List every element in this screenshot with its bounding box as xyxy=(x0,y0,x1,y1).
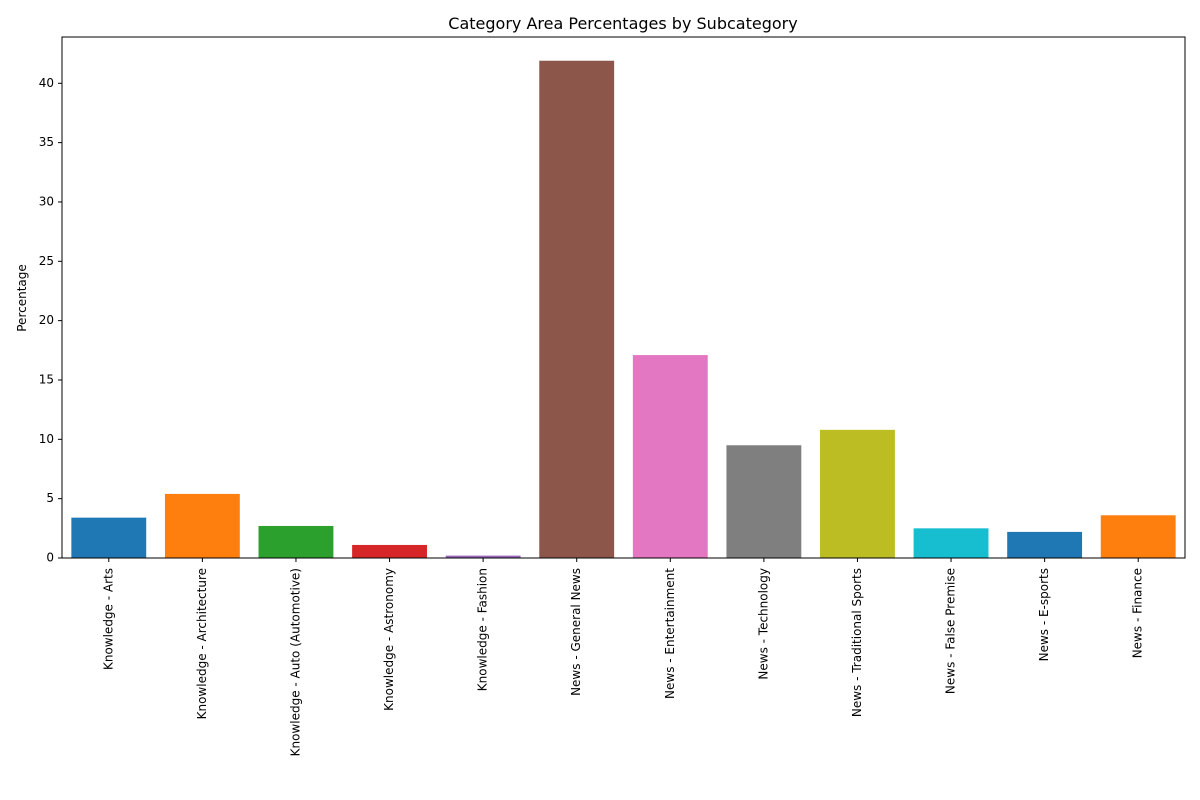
bars-group xyxy=(71,60,1176,558)
y-tick-label: 0 xyxy=(46,551,54,565)
bar xyxy=(820,429,895,558)
x-tick-label: Knowledge - Arts xyxy=(101,568,115,670)
bar xyxy=(445,555,521,558)
x-tick-label: News - E-sports xyxy=(1037,568,1051,661)
x-tick-label: News - General News xyxy=(569,568,583,696)
chart-title: Category Area Percentages by Subcategory xyxy=(448,14,797,33)
y-tick-label: 15 xyxy=(39,372,54,386)
y-tick-label: 30 xyxy=(39,194,54,208)
bar xyxy=(1007,531,1083,558)
bar xyxy=(258,525,334,558)
x-tick-label: News - False Premise xyxy=(944,568,958,694)
y-tick-label: 40 xyxy=(39,76,54,90)
x-tick-label: Knowledge - Architecture xyxy=(195,568,209,719)
plot-frame xyxy=(61,36,1186,559)
y-axis-ticks: 0 5 10 15 20 25 30 35 40 xyxy=(39,76,62,565)
x-tick-label: Knowledge - Fashion xyxy=(476,568,490,691)
x-axis-ticks: Knowledge - Arts Knowledge - Architecture… xyxy=(101,558,1145,756)
x-tick-label: News - Traditional Sports xyxy=(850,568,864,717)
x-tick-label: News - Technology xyxy=(756,568,770,680)
bar xyxy=(726,445,802,558)
x-tick-label: Knowledge - Astronomy xyxy=(382,568,396,711)
x-tick-label: News - Entertainment xyxy=(663,568,677,699)
y-tick-label: 5 xyxy=(46,491,54,505)
bar xyxy=(164,493,240,558)
bar xyxy=(71,517,147,558)
bar xyxy=(352,544,427,558)
bar xyxy=(632,355,708,558)
y-tick-label: 10 xyxy=(39,432,54,446)
y-axis-label: Percentage xyxy=(15,264,29,332)
x-tick-label: News - Finance xyxy=(1131,568,1145,658)
y-tick-label: 25 xyxy=(39,254,54,268)
bar xyxy=(1100,515,1176,558)
y-tick-label: 35 xyxy=(39,135,54,149)
x-tick-label: Knowledge - Auto (Automotive) xyxy=(288,568,302,756)
bar xyxy=(913,528,989,558)
y-tick-label: 20 xyxy=(39,313,54,327)
bar xyxy=(539,60,615,558)
